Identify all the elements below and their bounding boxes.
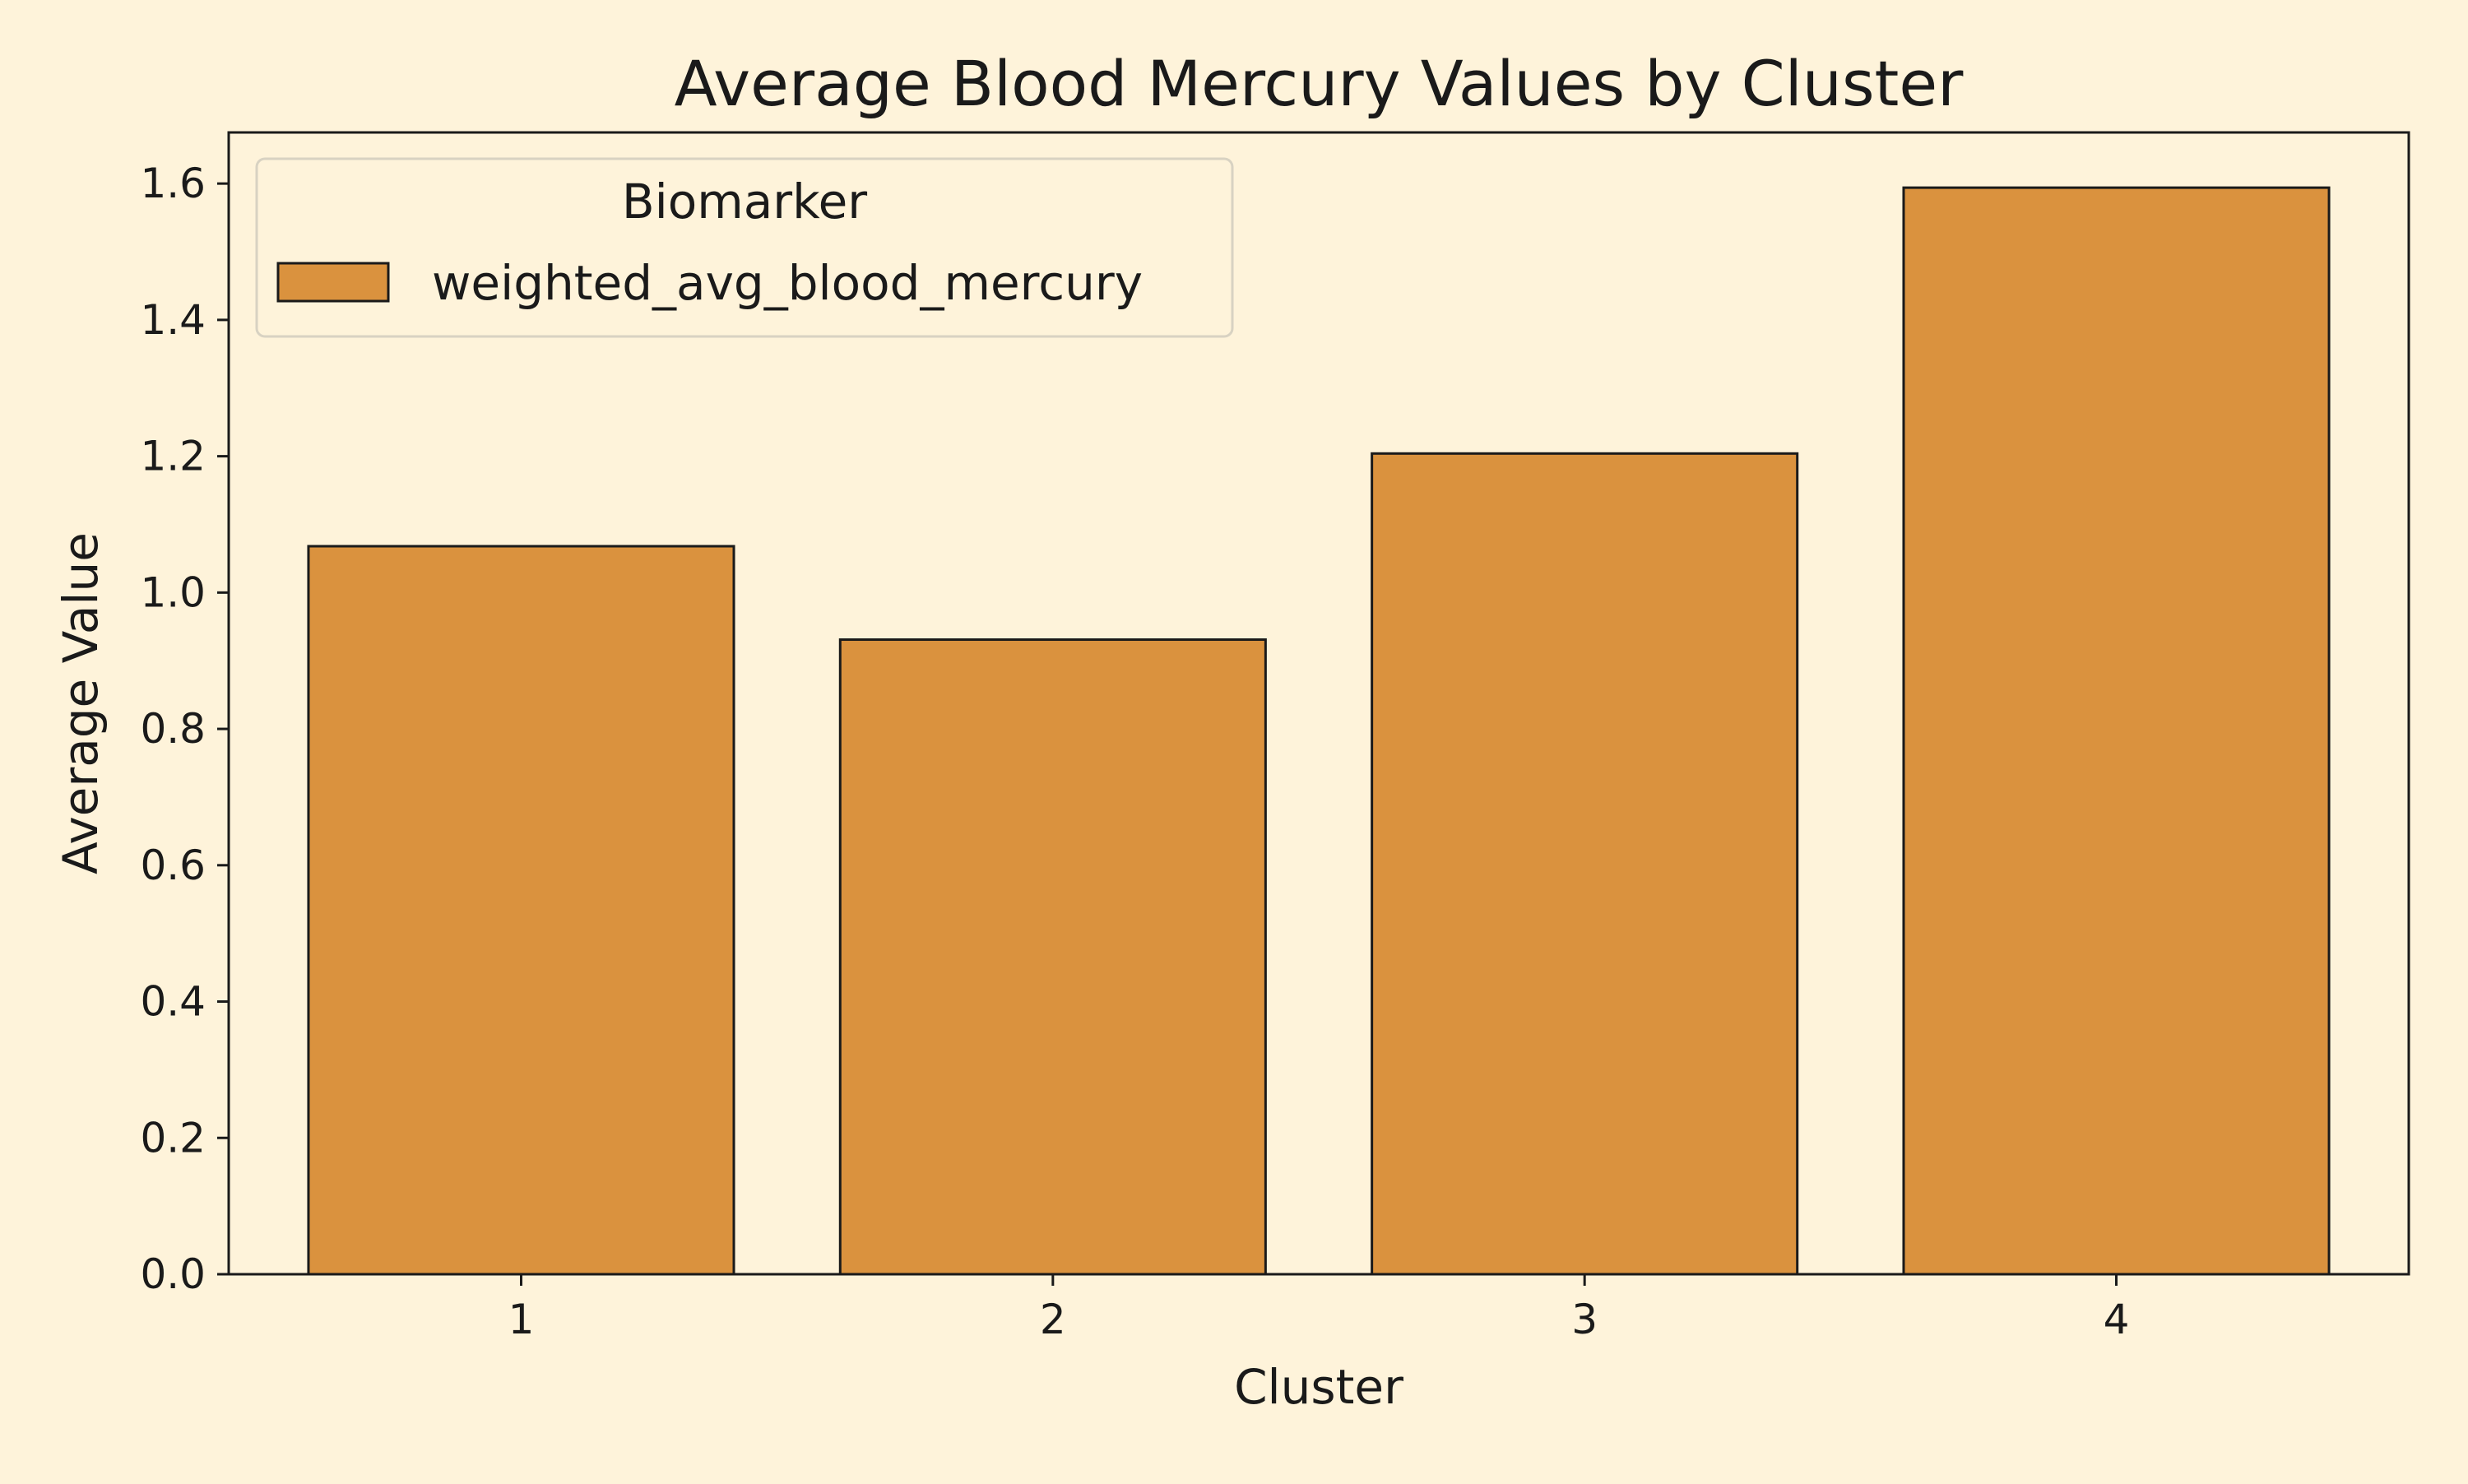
bar-cluster-4 [1902, 186, 2331, 1276]
chart-title: Average Blood Mercury Values by Cluster [675, 47, 1964, 120]
legend-box [255, 157, 1234, 338]
legend-title: Biomarker [622, 174, 867, 230]
y-axis: 0.0 0.2 0.4 0.6 0.8 1.0 1.2 1.4 1.6 [140, 160, 229, 1298]
y-tick-label: 1.2 [140, 433, 206, 480]
x-tick-label: 4 [2104, 1296, 2130, 1343]
y-tick-label: 0.0 [140, 1250, 206, 1298]
legend-entry-label: weighted_avg_blood_mercury [432, 255, 1143, 311]
y-tick-label: 0.6 [140, 842, 206, 889]
bar-cluster-3 [1371, 452, 1799, 1276]
y-tick-label: 1.4 [140, 296, 206, 344]
legend-swatch [276, 262, 390, 303]
bar-cluster-1 [307, 545, 735, 1276]
bar-cluster-2 [838, 638, 1267, 1276]
x-tick-label: 1 [508, 1296, 535, 1343]
legend: Biomarker weighted_avg_blood_mercury [255, 157, 1234, 338]
y-tick-label: 1.6 [140, 160, 206, 207]
axes-frame [227, 131, 2410, 1276]
y-tick-label: 0.2 [140, 1114, 206, 1162]
y-tick-label: 0.8 [140, 705, 206, 753]
y-axis-label: Average Value [53, 532, 109, 874]
x-tick-label: 3 [1571, 1296, 1598, 1343]
x-axis: 1 2 3 4 [508, 1274, 2130, 1343]
plot-area [307, 186, 2331, 1276]
y-tick-label: 0.4 [140, 978, 206, 1026]
y-tick-label: 1.0 [140, 568, 206, 616]
x-axis-label: Cluster [1234, 1359, 1403, 1415]
x-tick-label: 2 [1040, 1296, 1066, 1343]
